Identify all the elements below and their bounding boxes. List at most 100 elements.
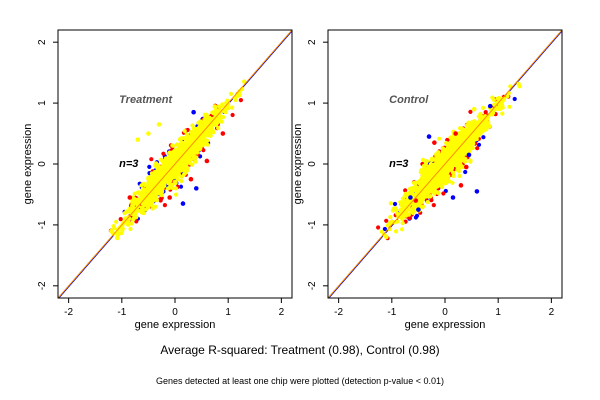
data-point [376, 225, 381, 230]
data-point [461, 130, 466, 135]
data-point [414, 213, 420, 218]
data-point [420, 205, 425, 210]
data-point [216, 126, 221, 131]
data-point [416, 179, 422, 185]
data-point [388, 201, 393, 206]
data-point [189, 133, 194, 138]
data-point [167, 157, 172, 162]
data-point [230, 105, 235, 110]
data-point [455, 166, 460, 171]
data-point [188, 129, 193, 135]
data-point [384, 235, 389, 240]
outlier-point [416, 207, 421, 212]
data-point [440, 161, 445, 166]
data-point [238, 98, 243, 103]
y-tick-label: -1 [37, 220, 48, 229]
data-point [129, 221, 134, 226]
data-point [442, 181, 447, 186]
data-point [432, 157, 437, 162]
data-point [142, 191, 147, 196]
data-point [487, 124, 492, 129]
data-point [114, 219, 119, 224]
y-tick-label: -1 [307, 220, 318, 229]
data-point [171, 158, 176, 163]
data-point [213, 111, 218, 116]
data-point [401, 212, 406, 217]
data-point [463, 169, 468, 175]
control-scatter-panel: -2 -1 0 1 2 -2 -1 0 1 2 gene expression gene expres… [292, 29, 563, 331]
data-point [180, 147, 186, 152]
data-point [197, 126, 202, 132]
data-point [424, 167, 429, 172]
y-axis-label: gene expression [22, 124, 34, 205]
data-point [470, 124, 475, 129]
data-point [407, 216, 413, 221]
data-point [183, 156, 188, 161]
data-point [463, 145, 468, 150]
data-point [457, 136, 462, 141]
outlier-point [188, 176, 194, 182]
data-point [436, 190, 441, 196]
data-point [196, 131, 202, 136]
data-point [476, 142, 482, 147]
data-point [450, 144, 455, 149]
data-point [424, 160, 429, 165]
data-point [490, 111, 495, 116]
x-tick-label: 1 [225, 307, 231, 318]
data-point [140, 205, 145, 210]
data-point [195, 148, 200, 153]
data-point [174, 192, 179, 197]
data-point [173, 186, 178, 191]
data-point [196, 120, 201, 125]
data-point [491, 97, 496, 103]
data-point [200, 121, 205, 126]
data-point [392, 201, 398, 207]
data-point [441, 191, 446, 196]
x-tick-label: 0 [172, 307, 178, 318]
treatment-scatter-panel: -2 -1 0 1 2 -2 -1 0 1 2 gene expression gene expres… [22, 29, 293, 331]
outlier-point [167, 195, 172, 200]
data-point [170, 143, 175, 148]
data-point [444, 154, 449, 159]
data-point [181, 135, 186, 141]
data-point [155, 172, 161, 177]
data-point [384, 218, 389, 223]
data-point [475, 146, 480, 151]
data-point [470, 145, 475, 151]
data-point [428, 194, 433, 199]
data-point [467, 129, 472, 134]
data-point [132, 191, 137, 196]
data-point [465, 142, 470, 147]
data-point [145, 202, 150, 208]
outlier-point [135, 137, 141, 142]
data-point [159, 192, 164, 197]
data-point [500, 111, 505, 116]
data-point [176, 164, 181, 169]
data-point [431, 203, 436, 208]
data-point [134, 219, 139, 224]
data-point [478, 116, 483, 122]
group-annotation: Control [389, 94, 429, 106]
y-tick-label: 1 [37, 100, 48, 106]
data-point [393, 229, 399, 234]
data-point [512, 96, 517, 102]
outlier-point [127, 195, 133, 200]
data-point [182, 128, 187, 134]
data-point [441, 157, 446, 162]
data-point [147, 164, 152, 169]
data-point [459, 149, 464, 154]
data-point [483, 124, 488, 129]
data-point [464, 123, 470, 128]
data-point [134, 201, 139, 206]
data-point [418, 170, 423, 175]
data-point [142, 182, 147, 188]
outlier-point [487, 103, 493, 109]
outlier-point [408, 195, 413, 200]
data-point [179, 178, 184, 184]
figure-caption: Average R-squared: Treatment (0.98), Con… [160, 343, 440, 357]
outlier-point [453, 131, 458, 136]
data-point [478, 111, 483, 117]
data-point [400, 216, 405, 222]
data-point [158, 157, 163, 162]
data-point [177, 152, 182, 157]
